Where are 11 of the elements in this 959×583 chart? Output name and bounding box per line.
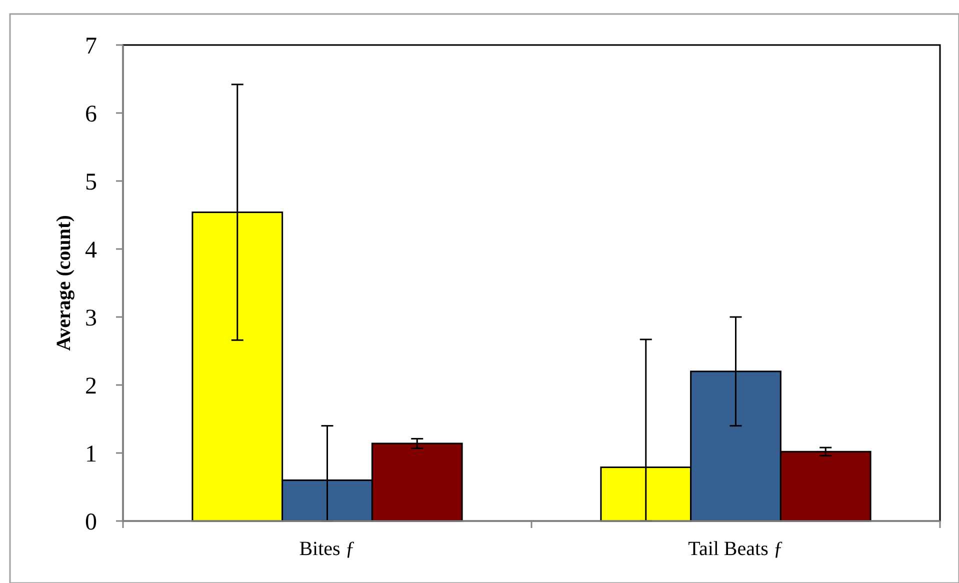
x-tick-label: Tail Beats ƒ xyxy=(688,538,784,560)
y-tick-label: 4 xyxy=(85,237,97,264)
x-tick-label: Bites ƒ xyxy=(299,538,356,560)
y-tick-label: 6 xyxy=(85,101,97,128)
y-tick-label: 3 xyxy=(85,305,97,332)
y-tick-label: 0 xyxy=(85,509,97,536)
y-axis-title: Average (count) xyxy=(53,215,75,351)
y-tick-label: 2 xyxy=(85,373,97,400)
y-tick-label: 7 xyxy=(85,33,97,60)
y-tick-label: 5 xyxy=(85,169,97,196)
y-tick-label: 1 xyxy=(85,441,97,468)
